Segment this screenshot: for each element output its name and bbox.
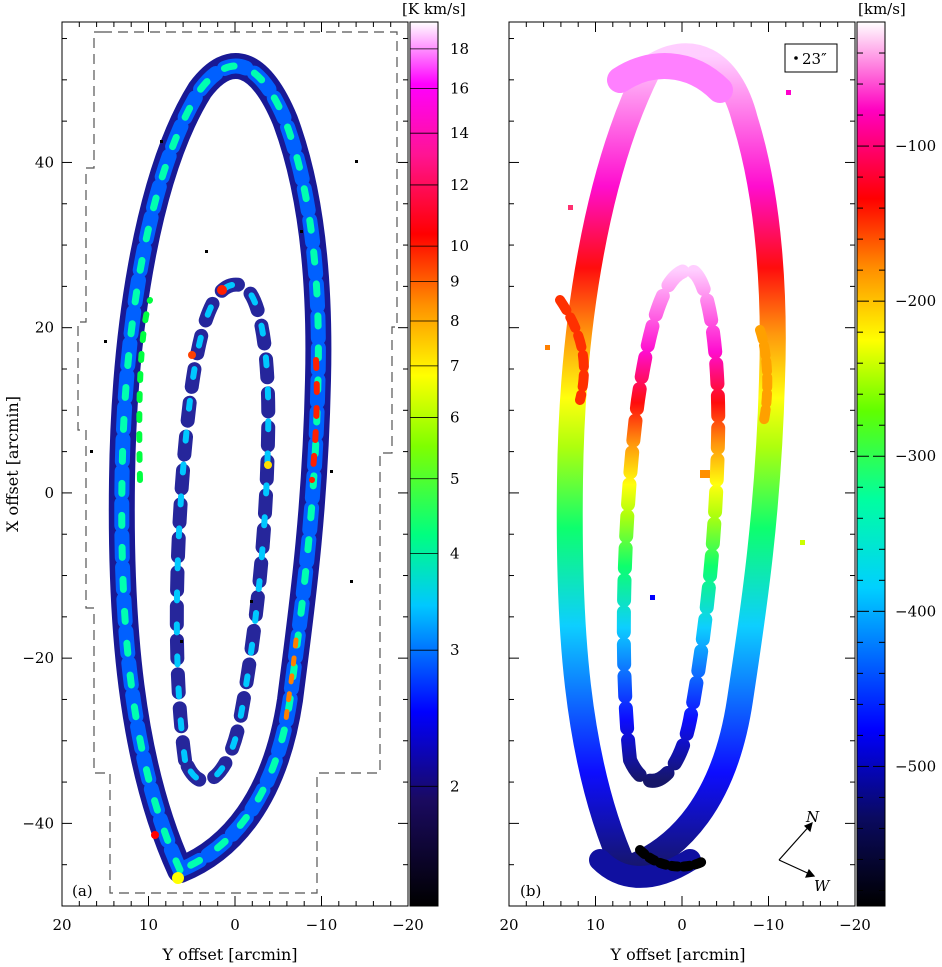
y-tick-label: 20	[35, 319, 54, 337]
colorbar-a: 2 3 4 5 6 7 8 9 10 12 14 16 18 [K km/s]	[402, 0, 469, 907]
x-tick-label: 20	[499, 916, 518, 934]
x-tick-label: −20	[839, 916, 871, 934]
colorbar-b-gradient	[856, 21, 886, 907]
x-tick-label: −10	[753, 916, 785, 934]
noise-pixels	[90, 140, 358, 643]
compass-west-label: W	[814, 877, 831, 895]
panel-b-label: (b)	[520, 882, 541, 900]
x-tick-label: 10	[586, 916, 605, 934]
compass-north-label: N	[805, 808, 820, 826]
colorbar-a-title: [K km/s]	[402, 0, 466, 18]
colorbar-a-bands	[410, 48, 438, 787]
colorbar-a-tick-label: 4	[450, 545, 460, 563]
x-tick-label: 10	[139, 916, 158, 934]
x-tick-label: 20	[52, 916, 71, 934]
panel-a-plot-area	[77, 31, 398, 894]
panel-a-label: (a)	[72, 882, 93, 900]
y-tick-label: 0	[44, 484, 54, 502]
colorbar-a-gradient	[409, 21, 439, 907]
colorbar-a-tick-label: 3	[450, 641, 460, 659]
ring-bright-spot	[151, 831, 159, 839]
panel-a: 20 10 0 −10 −20 −40 −20 0 20 40 (a) Y offset [ar…	[3, 21, 424, 964]
colorbar-b-tick-label: −500	[895, 757, 936, 775]
y-axis-title: X offset [arcmin]	[3, 396, 22, 532]
colorbar-b: −100 −200 −300 −400 −500 [km/s]	[856, 0, 936, 907]
beam-size-box: 23″	[784, 43, 838, 73]
colorbar-b-tick-label: −400	[895, 602, 936, 620]
colorbar-a-tick-label: 8	[450, 312, 460, 330]
colorbar-a-tick-label: 2	[450, 777, 460, 795]
colorbar-a-tick-label: 6	[450, 409, 460, 427]
y-tick-label: −20	[22, 649, 54, 667]
colorbar-a-tick-label: 12	[450, 176, 469, 194]
colorbar-b-tick-label: −200	[895, 292, 936, 310]
panel-b-plot-area	[545, 43, 805, 888]
outer-ring-emission	[108, 53, 332, 883]
colorbar-b-title: [km/s]	[858, 0, 906, 18]
x-axis-title-b: Y offset [arcmin]	[609, 945, 745, 964]
colorbar-b-tick-label: −100	[895, 137, 936, 155]
x-tick-label: 0	[230, 916, 240, 934]
survey-coverage-outline	[77, 31, 398, 894]
y-tick-label: 40	[35, 153, 54, 171]
x-tick-label: −20	[392, 916, 424, 934]
x-tick-label: 0	[677, 916, 687, 934]
svg-text:23″: 23″	[802, 50, 827, 68]
panel-b: 20 10 0 −10 −20 23″ N W (b) Y offset [arcmin…	[499, 21, 871, 964]
velocity-field	[555, 43, 786, 888]
colorbar-a-ticks: 2 3 4 5 6 7 8 9 10 12 14 16 18	[450, 40, 469, 795]
ring-bright-spot	[172, 872, 184, 884]
x-axis-title-a: Y offset [arcmin]	[161, 945, 297, 964]
panel-b-y-ticks	[509, 38, 855, 907]
colorbar-a-tick-label: 7	[450, 357, 460, 375]
colorbar-b-tick-label: −300	[895, 447, 936, 465]
colorbar-a-tick-label: 18	[450, 40, 469, 58]
x-tick-label: −10	[306, 916, 338, 934]
colorbar-b-ticks: −100 −200 −300 −400 −500	[857, 21, 936, 891]
panel-a-y-ticks: −40 −20 0 20 40	[22, 38, 408, 907]
y-tick-label: −40	[22, 814, 54, 832]
colorbar-a-tick-label: 10	[450, 237, 469, 255]
colorbar-a-tick-label: 9	[450, 272, 460, 290]
velocity-noise-pixels	[545, 90, 805, 600]
panel-a-x-ticks: 20 10 0 −10 −20	[52, 22, 424, 934]
colorbar-a-tick-label: 14	[450, 124, 469, 142]
colorbar-a-tick-label: 16	[450, 79, 469, 97]
inner-ring-emission	[169, 277, 276, 788]
compass	[778, 821, 816, 878]
panel-b-x-ticks: 20 10 0 −10 −20	[499, 22, 871, 934]
colorbar-a-tick-label: 5	[450, 470, 460, 488]
